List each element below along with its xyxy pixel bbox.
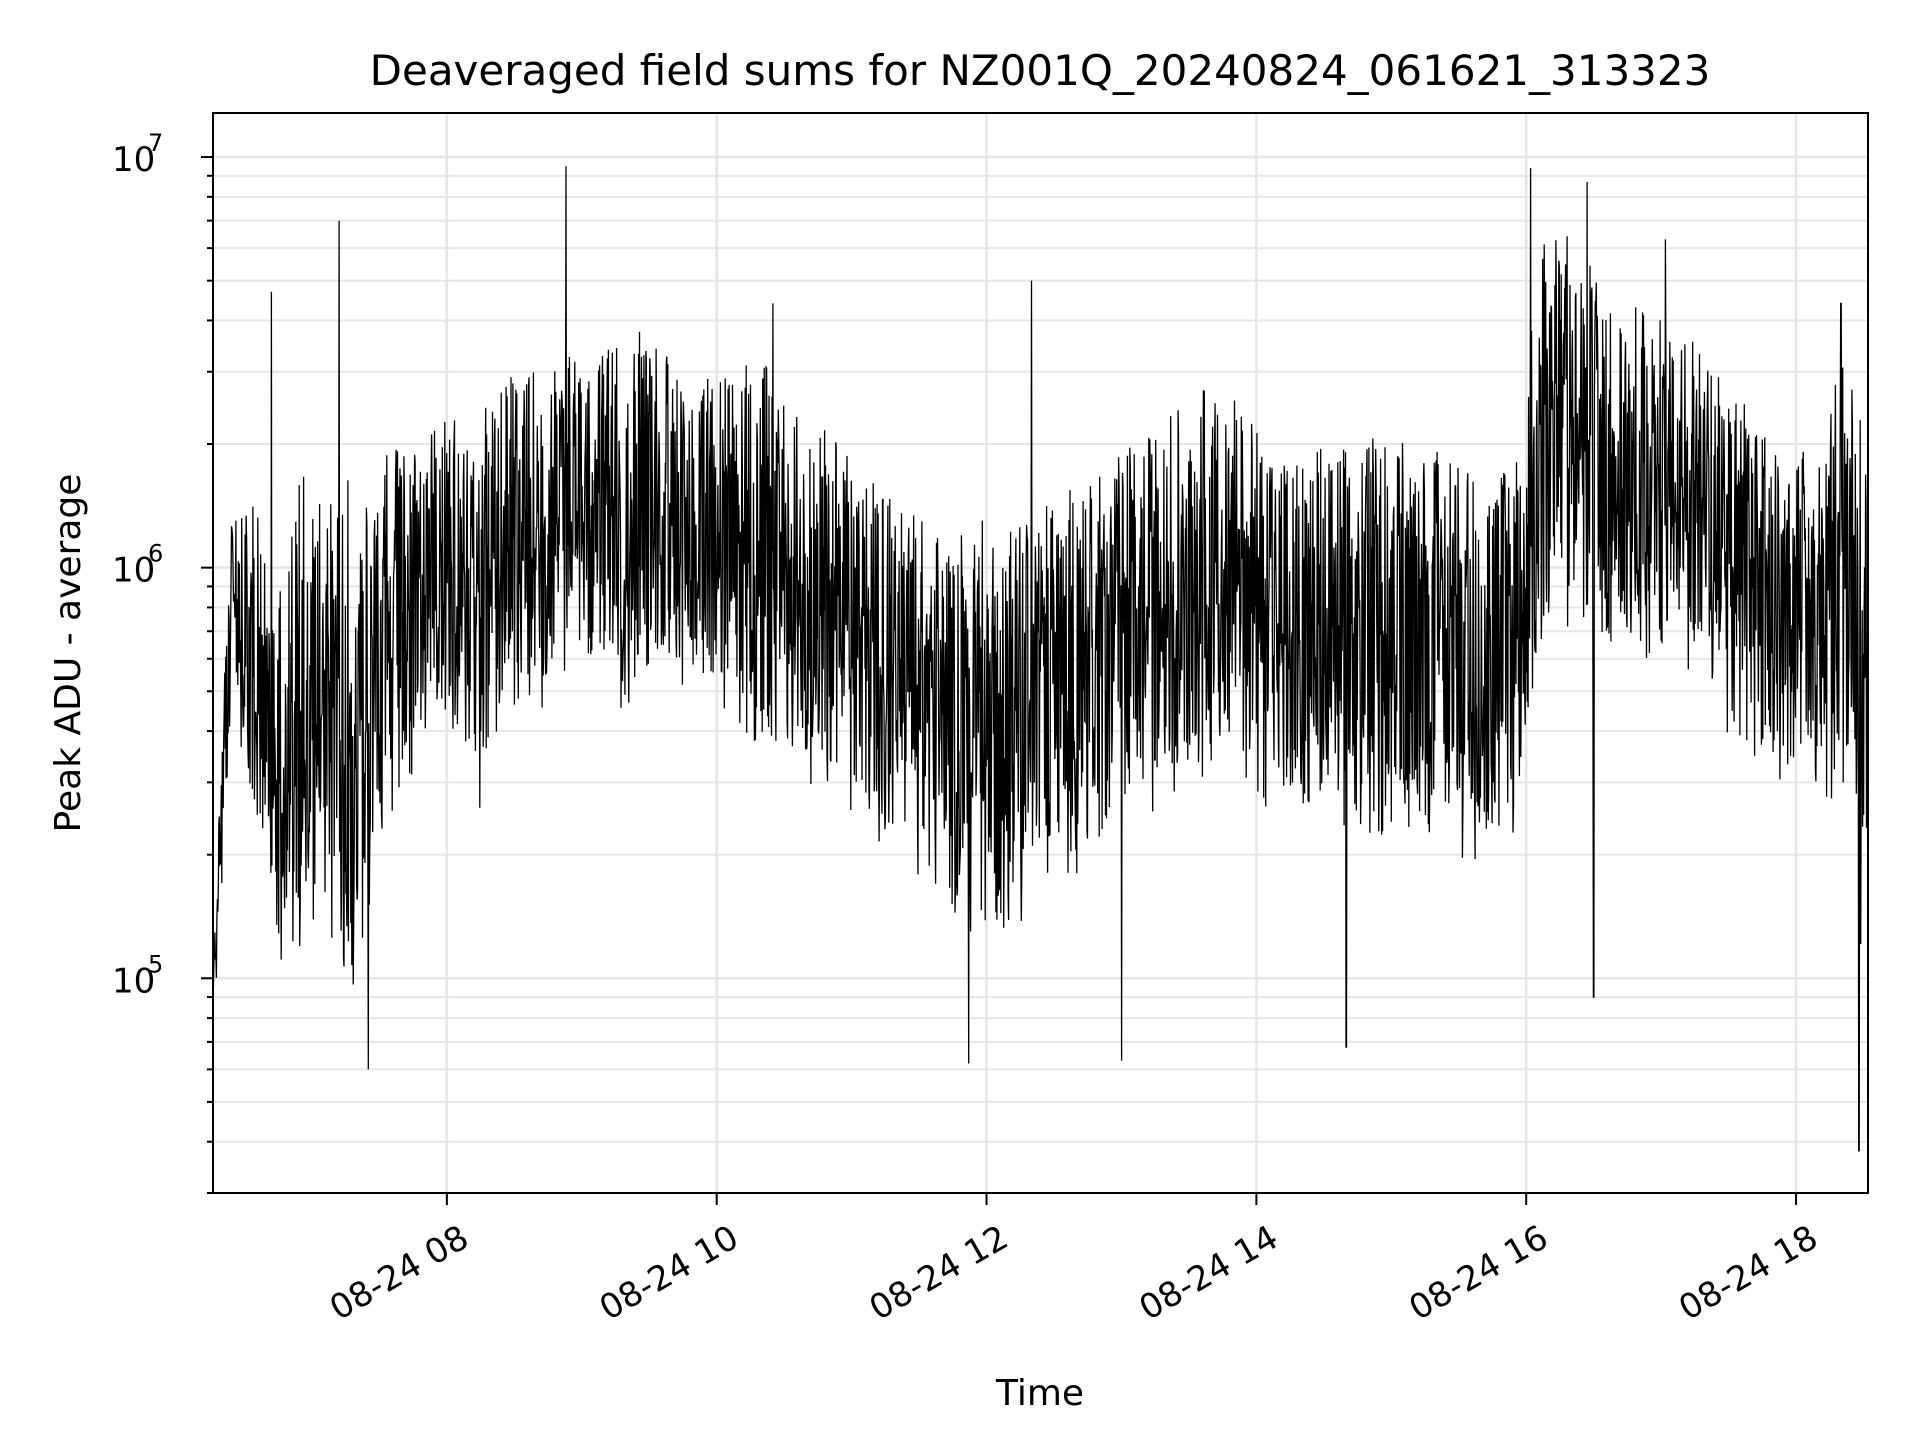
series-line bbox=[212, 166, 1869, 1152]
y-tick-label: 10 bbox=[112, 961, 155, 1001]
y-tick-exponent: 5 bbox=[148, 950, 163, 978]
y-tick-exponent: 6 bbox=[148, 540, 163, 568]
y-tick-label: 10 bbox=[112, 551, 155, 591]
y-axis-label: Peak ADU - average bbox=[48, 474, 89, 833]
series-layer bbox=[212, 166, 1869, 1152]
y-tick-exponent: 7 bbox=[148, 129, 163, 157]
y-tick-label: 10 bbox=[112, 140, 155, 180]
x-axis-label: Time bbox=[995, 1373, 1084, 1414]
chart-title: Deaveraged field sums for NZ001Q_2024082… bbox=[370, 46, 1711, 95]
plot-frame bbox=[212, 112, 1869, 1194]
